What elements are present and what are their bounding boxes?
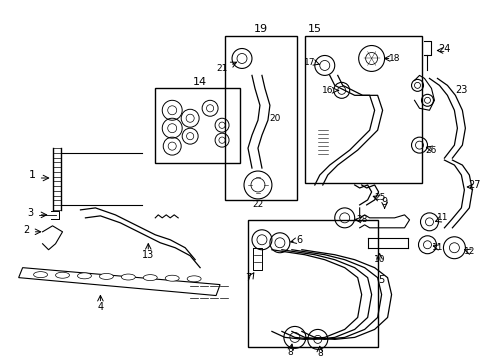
Text: 5: 5	[378, 275, 385, 285]
Ellipse shape	[77, 273, 92, 279]
Text: 26: 26	[426, 145, 437, 154]
Bar	[225, 36, 297, 200]
Text: 23: 23	[455, 85, 467, 95]
Text: 18: 18	[389, 54, 400, 63]
Bar	[305, 36, 422, 183]
Text: 12: 12	[464, 247, 475, 256]
Ellipse shape	[165, 275, 179, 281]
Text: 15: 15	[308, 24, 322, 33]
Text: 13: 13	[142, 250, 154, 260]
Text: 6: 6	[297, 235, 303, 245]
Text: 11: 11	[432, 243, 443, 252]
Text: 19: 19	[254, 24, 268, 33]
Ellipse shape	[187, 276, 201, 282]
Text: 9: 9	[382, 197, 388, 207]
Text: 20: 20	[269, 114, 281, 123]
Ellipse shape	[34, 272, 48, 278]
Ellipse shape	[55, 272, 70, 278]
Text: 8: 8	[317, 349, 322, 358]
Ellipse shape	[99, 274, 113, 279]
Text: 14: 14	[193, 77, 207, 87]
Text: 7: 7	[245, 273, 251, 283]
Text: 2: 2	[24, 225, 30, 235]
Text: 4: 4	[98, 302, 103, 311]
Text: 25: 25	[374, 193, 385, 202]
Text: 22: 22	[252, 201, 264, 210]
Text: 8: 8	[287, 348, 293, 357]
Bar	[155, 88, 240, 163]
Text: 16: 16	[322, 86, 334, 95]
Text: 10: 10	[374, 255, 385, 264]
Text: 27: 27	[468, 180, 481, 190]
Text: 11: 11	[437, 213, 448, 222]
Polygon shape	[19, 268, 220, 296]
Text: 17: 17	[304, 58, 316, 67]
Ellipse shape	[143, 275, 157, 280]
Text: 24: 24	[438, 44, 451, 54]
Text: 1: 1	[29, 170, 36, 180]
Text: 3: 3	[27, 208, 34, 218]
Text: 28: 28	[356, 215, 368, 224]
Ellipse shape	[122, 274, 135, 280]
Text: 21: 21	[217, 64, 228, 73]
Bar	[248, 220, 378, 347]
